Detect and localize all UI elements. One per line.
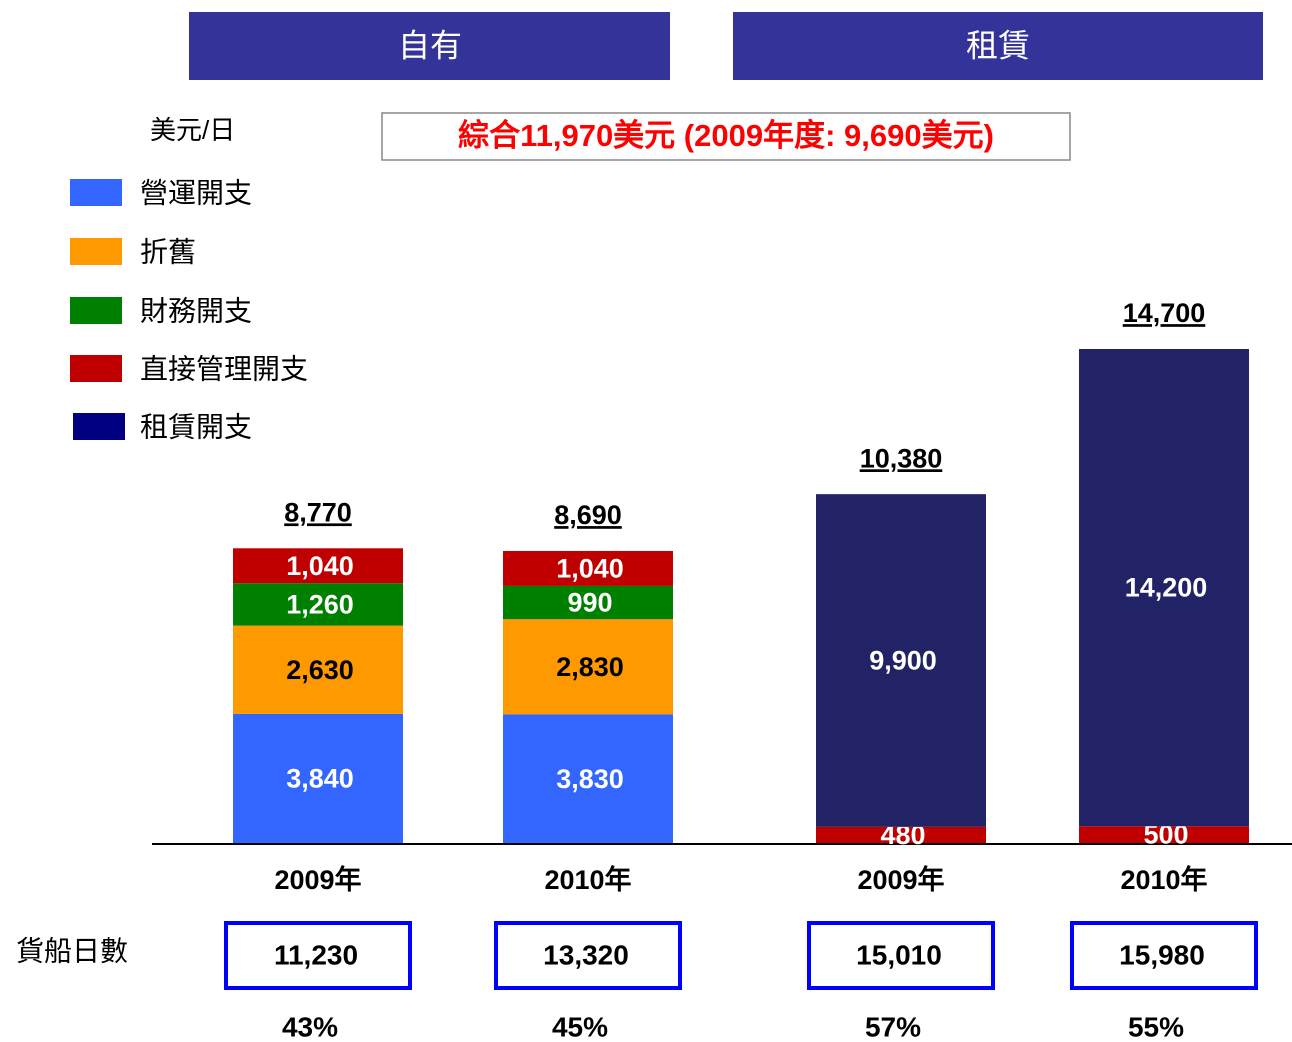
legend-label: 財務開支: [140, 295, 252, 326]
data-label: 1,040: [556, 554, 624, 584]
x-tick-label: 2010年: [544, 864, 631, 895]
legend-label: 直接管理開支: [140, 353, 308, 384]
bar-segment: [233, 548, 403, 584]
legend-swatch: [70, 355, 122, 382]
ship-days-box: [807, 921, 995, 990]
legend-swatch: [70, 179, 122, 206]
ship-days-value: 11,230: [274, 939, 358, 970]
data-label: 3,830: [556, 764, 624, 794]
legend-swatch: [70, 297, 122, 324]
data-label: 9,900: [869, 646, 937, 676]
bar-segment: [503, 619, 673, 715]
header-label: 租賃: [966, 27, 1030, 63]
ship-days-box: [224, 921, 412, 990]
total-label: 10,380: [860, 443, 943, 473]
percentage: 55%: [1128, 1011, 1184, 1042]
legend-swatch: [70, 238, 122, 265]
header-box: [189, 12, 670, 80]
bar-segment: [1079, 826, 1249, 843]
percentage: 45%: [552, 1011, 608, 1042]
ship-days-label: 貨船日數: [16, 935, 128, 966]
ship-days-box: [494, 921, 682, 990]
x-tick-label: 2010年: [1120, 864, 1207, 895]
total-label: 8,770: [284, 497, 352, 527]
data-label: 1,040: [286, 551, 354, 581]
percentage: 43%: [282, 1011, 338, 1042]
bar-segment: [233, 625, 403, 714]
data-label: 3,840: [286, 764, 354, 794]
total-label: 8,690: [554, 500, 622, 530]
unit-label: 美元/日: [150, 115, 235, 145]
total-label: 14,700: [1123, 298, 1206, 328]
data-label: 1,260: [286, 590, 354, 620]
bar-segment: [503, 585, 673, 620]
data-label: 2,630: [286, 655, 354, 685]
bar-segment: [816, 826, 986, 843]
data-label: 2,830: [556, 652, 624, 682]
legend-label: 折舊: [140, 236, 196, 267]
bar-segment: [503, 550, 673, 586]
percentage: 57%: [865, 1011, 921, 1042]
header-box: [733, 12, 1263, 80]
bar-segment: [503, 714, 673, 843]
ship-days-value: 15,980: [1119, 939, 1205, 970]
data-label: 14,200: [1125, 573, 1208, 603]
data-label: 990: [567, 588, 612, 618]
ship-days-value: 13,320: [543, 939, 629, 970]
legend-swatch: [73, 413, 125, 440]
x-tick-label: 2009年: [274, 864, 361, 895]
x-tick-label: 2009年: [857, 864, 944, 895]
bar-segment: [1079, 349, 1249, 827]
ship-days-value: 15,010: [856, 939, 942, 970]
legend-label: 租賃開支: [140, 411, 252, 442]
bar-segment: [233, 583, 403, 626]
annotation-box: [381, 112, 1071, 161]
annotation: 綜合11,970美元 (2009年度: 9,690美元): [458, 118, 994, 153]
bar-segment: [233, 713, 403, 843]
bar-segment: [816, 494, 986, 827]
legend-label: 營運開支: [140, 177, 252, 208]
ship-days-box: [1070, 921, 1258, 990]
header-label: 自有: [398, 27, 462, 63]
